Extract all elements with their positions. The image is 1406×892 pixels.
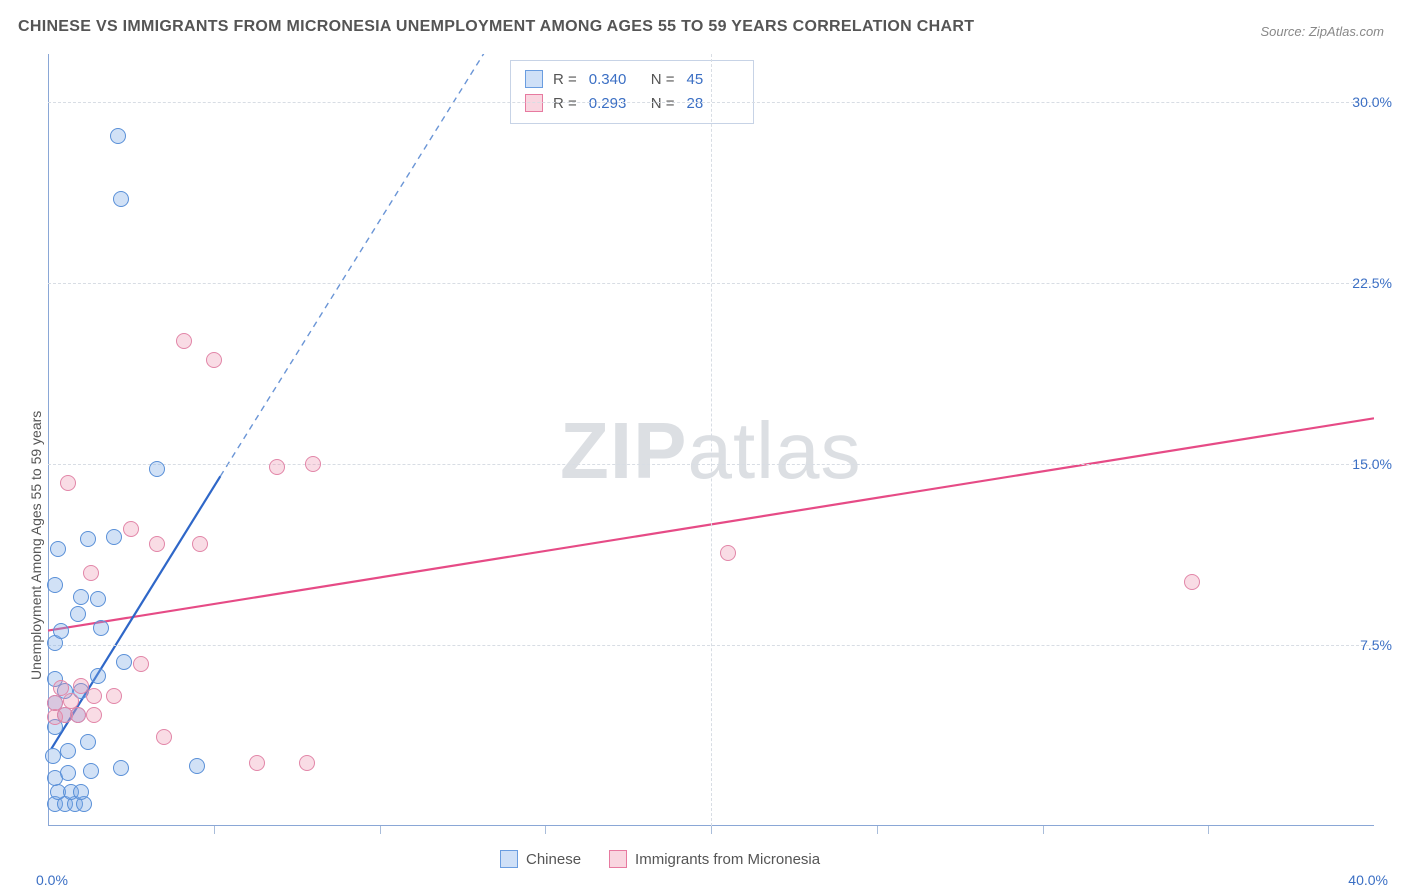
correlation-legend: R = 0.340 N = 45 R = 0.293 N = 28 [510,60,754,124]
y-tick-label: 30.0% [1352,94,1392,110]
point-micronesia [133,656,149,672]
x-tick [711,826,712,834]
point-chinese [110,128,126,144]
point-micronesia [47,695,63,711]
point-chinese [73,784,89,800]
point-chinese [116,654,132,670]
point-chinese [106,529,122,545]
point-chinese [60,743,76,759]
source-label: Source: ZipAtlas.com [1260,24,1384,39]
point-chinese [93,620,109,636]
point-micronesia [720,545,736,561]
x-tick [214,826,215,834]
x-tick [877,826,878,834]
point-micronesia [106,688,122,704]
x-tick-origin: 0.0% [36,872,68,888]
point-micronesia [156,729,172,745]
chart-title: CHINESE VS IMMIGRANTS FROM MICRONESIA UN… [18,18,974,36]
swatch-pink [609,850,627,868]
legend-item-chinese: Chinese [500,850,581,868]
legend-label-micronesia: Immigrants from Micronesia [635,851,820,868]
point-chinese [149,461,165,477]
x-tick [545,826,546,834]
point-micronesia [149,536,165,552]
x-tick-end: 40.0% [1348,872,1388,888]
point-chinese [50,541,66,557]
corr-row-chinese: R = 0.340 N = 45 [525,67,739,91]
y-tick-label: 15.0% [1352,456,1392,472]
point-micronesia [1184,574,1200,590]
point-micronesia [305,456,321,472]
x-tick [380,826,381,834]
legend-item-micronesia: Immigrants from Micronesia [609,850,820,868]
series-legend: Chinese Immigrants from Micronesia [500,850,820,868]
y-tick-label: 22.5% [1352,275,1392,291]
n-label: N = [651,71,675,88]
point-chinese [113,191,129,207]
point-micronesia [60,475,76,491]
point-chinese [45,748,61,764]
point-chinese [53,623,69,639]
y-axis-label: Unemployment Among Ages 55 to 59 years [28,411,44,680]
swatch-blue [525,70,543,88]
point-micronesia [176,333,192,349]
r-label: R = [553,71,577,88]
point-chinese [90,668,106,684]
point-chinese [90,591,106,607]
point-micronesia [249,755,265,771]
n-value-chinese: 45 [687,71,739,88]
point-micronesia [83,565,99,581]
point-micronesia [53,680,69,696]
point-micronesia [86,688,102,704]
r-value-chinese: 0.340 [589,71,641,88]
point-chinese [80,734,96,750]
point-micronesia [73,678,89,694]
point-micronesia [299,755,315,771]
point-chinese [189,758,205,774]
point-chinese [60,765,76,781]
point-micronesia [123,521,139,537]
point-chinese [70,606,86,622]
x-tick [1208,826,1209,834]
point-chinese [47,577,63,593]
x-tick [1043,826,1044,834]
point-chinese [83,763,99,779]
y-tick-label: 7.5% [1360,637,1392,653]
point-chinese [113,760,129,776]
point-micronesia [269,459,285,475]
vgrid [711,54,712,826]
point-micronesia [86,707,102,723]
point-chinese [73,589,89,605]
point-chinese [80,531,96,547]
point-micronesia [192,536,208,552]
point-micronesia [206,352,222,368]
swatch-blue [500,850,518,868]
legend-label-chinese: Chinese [526,851,581,868]
point-micronesia [70,707,86,723]
